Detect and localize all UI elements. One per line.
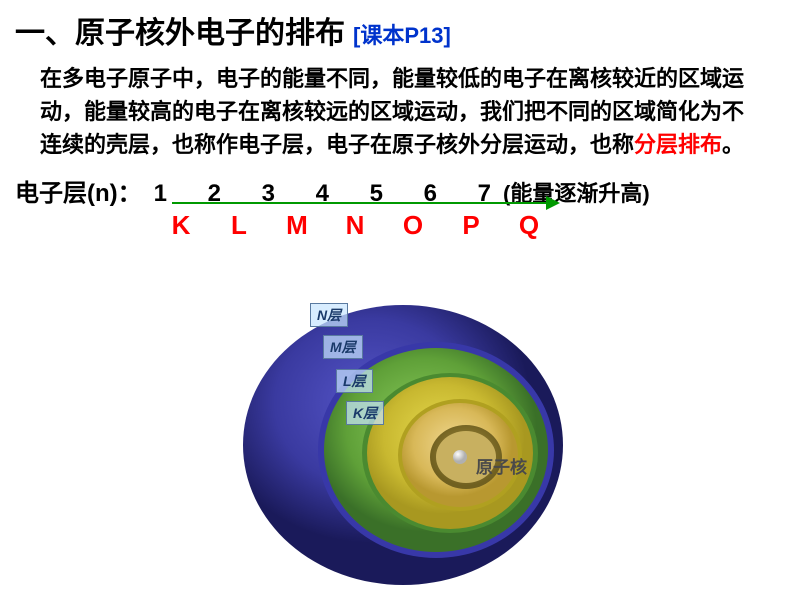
atom-shell-diagram: N层 M层 L层 K层 原子核 xyxy=(228,295,568,585)
textbook-ref: [课本P13] xyxy=(353,18,451,50)
label-nucleus: 原子核 xyxy=(476,453,527,478)
shell-p: P xyxy=(460,210,482,241)
intro-paragraph: 在多电子原子中，电子的能量不同，能量较低的电子在离核较近的区域运动，能量较高的电… xyxy=(0,52,794,169)
label-n-shell: N层 xyxy=(310,303,348,327)
shell-letters-row: K L M N O P Q xyxy=(0,210,794,241)
shell-label: 电子层(n)： xyxy=(15,173,142,208)
page-title: 一、原子核外电子的排布 xyxy=(15,8,345,52)
shell-m: M xyxy=(286,210,308,241)
shell-k: K xyxy=(170,210,192,241)
shell-n-7: 7 xyxy=(476,180,492,208)
shell-q: Q xyxy=(518,210,540,241)
shell-n-1: 1 xyxy=(152,180,168,208)
shell-n-6: 6 xyxy=(422,180,438,208)
atom-svg xyxy=(228,295,568,585)
shell-n-4: 4 xyxy=(314,180,330,208)
para-highlight: 分层排布 xyxy=(634,132,722,157)
shell-n-5: 5 xyxy=(368,180,384,208)
shell-l: L xyxy=(228,210,250,241)
label-m-shell: M层 xyxy=(323,335,363,359)
energy-arrow-head xyxy=(546,196,560,210)
shell-numbers: 1 2 3 4 5 6 7 xyxy=(148,180,492,208)
label-k-shell: K层 xyxy=(346,401,384,425)
shell-n-3: 3 xyxy=(260,180,276,208)
shell-n-2: 2 xyxy=(206,180,222,208)
para-text-post: 。 xyxy=(722,132,744,157)
shell-number-row: 电子层(n)： 1 2 3 4 5 6 7 (能量逐渐升高) xyxy=(0,169,794,208)
shell-n: N xyxy=(344,210,366,241)
label-l-shell: L层 xyxy=(336,369,373,393)
shell-o: O xyxy=(402,210,424,241)
